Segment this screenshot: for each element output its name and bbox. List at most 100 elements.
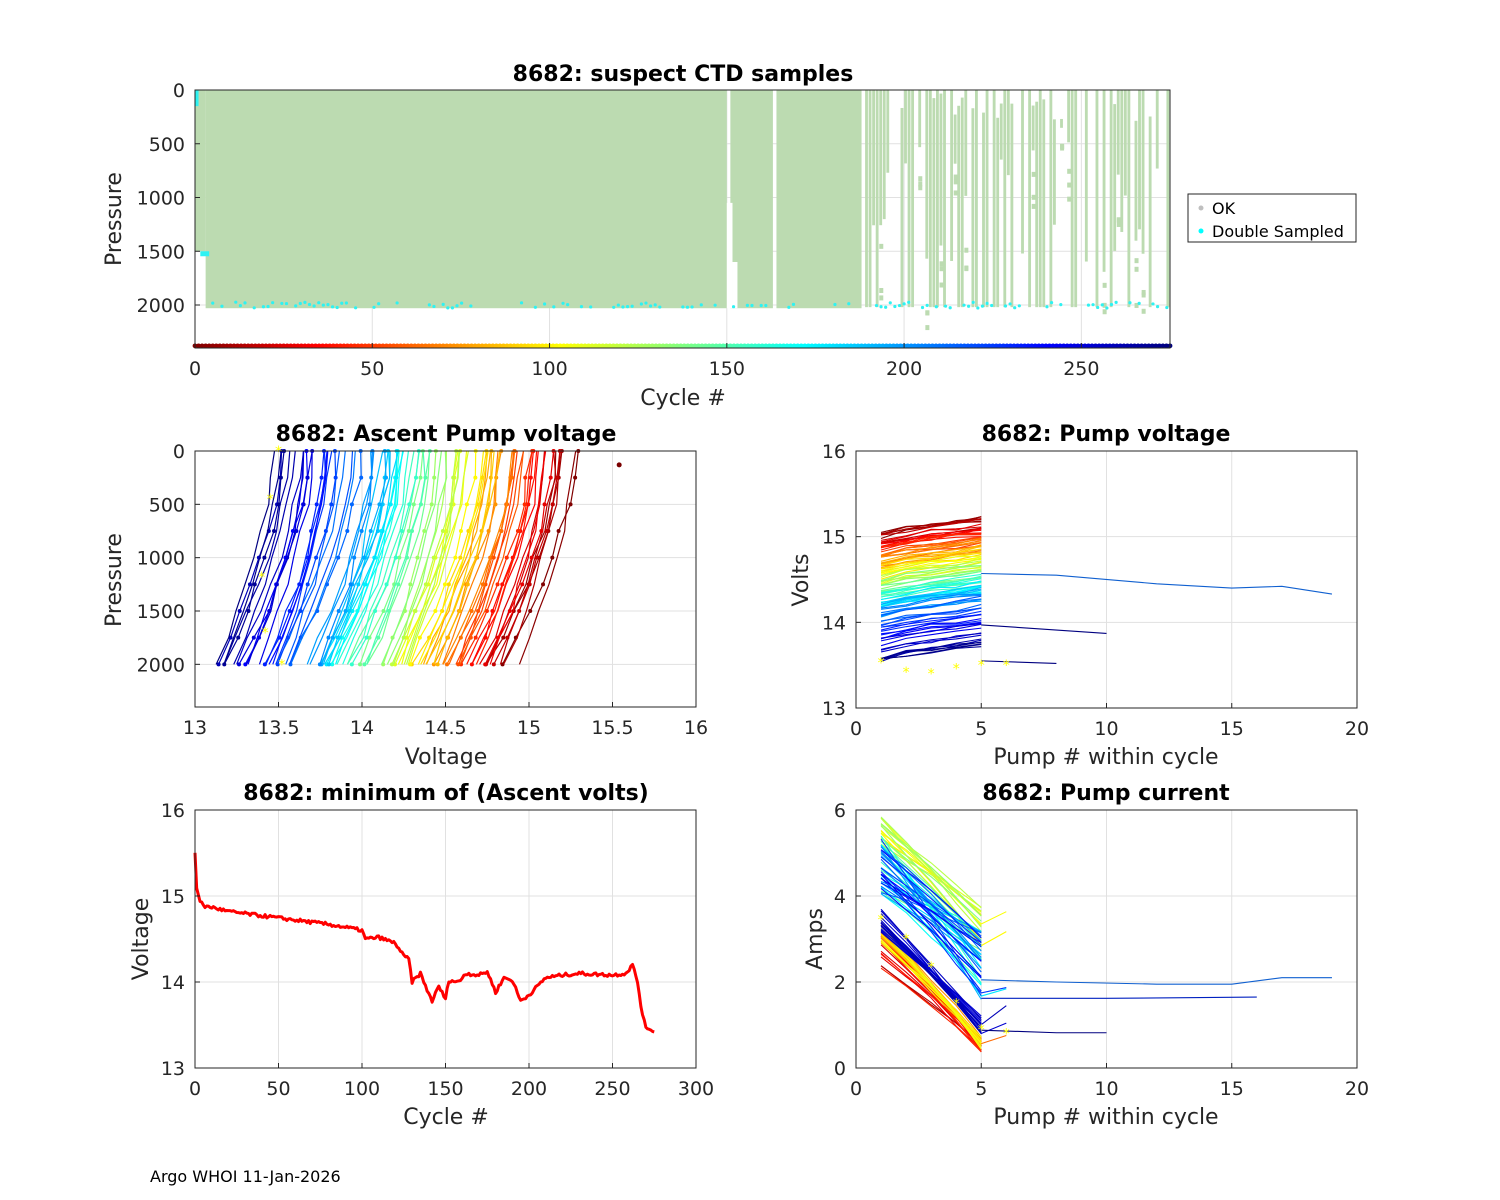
cycle-color-marker (1054, 343, 1059, 349)
ascent-sample-point (396, 582, 401, 587)
pumpc-y-tick-label: 0 (834, 1058, 846, 1080)
ok-sample-dot (1134, 302, 1139, 308)
double-sampled-marker (271, 301, 275, 305)
minv-grid (194, 809, 697, 1069)
cycle-color-marker (720, 343, 726, 349)
cycle-color-marker (579, 343, 584, 349)
cycle-color-marker (1110, 343, 1116, 349)
ascent-sample-point (251, 635, 256, 640)
cycle-color-marker (469, 343, 474, 349)
ascent-sample-point (262, 662, 267, 667)
cycle-color-marker (224, 343, 230, 349)
ok-sample-stripe (1035, 101, 1039, 308)
cycle-color-marker (306, 343, 311, 349)
ascent-cycle-line (405, 450, 461, 665)
cycle-color-marker (504, 343, 510, 349)
ok-sample-stripe (999, 103, 1003, 160)
cycle-color-marker (933, 343, 939, 349)
cycle-color-marker (1160, 343, 1166, 349)
ascent-sample-point (453, 555, 458, 560)
cycle-color-marker (589, 343, 595, 349)
cycle-color-marker (685, 343, 691, 349)
cycle-color-marker (986, 343, 992, 349)
ascent-sample-point (505, 635, 510, 640)
ascent-cycle-line (309, 450, 375, 665)
double-sampled-marker (317, 301, 321, 305)
ok-sample-stripe (1120, 90, 1124, 232)
ascent-cycle-line (215, 450, 276, 665)
ok-sample-stripe (1166, 90, 1170, 308)
ascent-cycle-line (306, 450, 373, 665)
double-sampled-marker (1155, 305, 1160, 309)
ok-sample-dot (1031, 194, 1036, 200)
cycle-color-marker (809, 343, 815, 349)
cycle-color-marker (621, 343, 627, 349)
ascent-cycle-line (366, 450, 426, 665)
cycle-color-marker (345, 343, 350, 349)
cycle-color-marker (816, 343, 822, 349)
cycle-color-marker (823, 343, 829, 349)
pumpc-x-tick-label: 5 (975, 1078, 987, 1100)
cycle-color-marker (915, 343, 921, 349)
ok-sample-stripe (875, 90, 879, 308)
ctd-y-ticks: 0 500 1000 1500 2000 (137, 80, 200, 317)
pumpc-y-label: Amps (803, 908, 828, 970)
ok-sample-stripe (960, 97, 964, 308)
double-sampled-marker (976, 306, 980, 310)
ascent-sample-point (305, 582, 310, 587)
ctd-x-ticks: 0 50 100 150 200 250 (189, 343, 1099, 380)
ascent-sample-point (568, 502, 573, 507)
cycle-color-marker (242, 343, 248, 349)
pump-current-line (880, 877, 1007, 994)
cycle-color-marker (1153, 343, 1159, 349)
double-sampled-marker (234, 300, 238, 304)
ok-sample-stripe (1116, 90, 1120, 175)
cycle-color-marker (710, 343, 716, 349)
pump-voltage-line (880, 621, 982, 640)
cycle-color-marker (529, 343, 535, 349)
ascent-sample-point (373, 609, 378, 613)
ascent-x-tick-label: 14 (350, 717, 374, 739)
pump-voltage-line (880, 536, 982, 553)
double-sampled-marker (1045, 305, 1049, 309)
double-sampled-marker (943, 304, 948, 308)
ascent-x-tick-label: 13.5 (257, 717, 299, 739)
ascent-sample-point (287, 609, 292, 613)
ok-sample-stripe (985, 90, 989, 308)
cycle-color-marker (298, 343, 304, 349)
double-sampled-marker (1114, 300, 1118, 304)
cycle-color-marker (376, 343, 382, 349)
double-sampled-marker (925, 303, 929, 307)
pump-voltage-line (880, 580, 982, 601)
double-sampled-marker (561, 301, 565, 305)
cycle-color-marker (841, 343, 847, 349)
latest-cycle-star-marker: * (903, 665, 910, 681)
ok-sample-stripe (1006, 90, 1010, 176)
cycle-color-marker (813, 343, 818, 349)
ok-sample-stripe (1074, 90, 1078, 308)
double-sampled-marker (658, 305, 662, 309)
ctd-plot-area (192, 90, 1173, 349)
ascent-sample-point (499, 529, 504, 533)
ascent-sample-point (358, 662, 363, 667)
ok-sample-block (205, 90, 727, 309)
cycle-color-marker (1050, 343, 1056, 349)
ascent-sample-point (333, 475, 338, 480)
ascent-sample-point (548, 475, 553, 480)
cycle-color-marker (1096, 343, 1102, 349)
cycle-color-marker (1036, 343, 1042, 349)
legend-double-sampled-label: Double Sampled (1212, 222, 1344, 241)
double-sampled-marker (1059, 303, 1063, 307)
ok-sample-stripe (1049, 90, 1053, 308)
double-sampled-marker (266, 304, 270, 309)
ascent-sample-point (323, 529, 328, 533)
ascent-outlier-point (616, 462, 622, 468)
ctd-legend-box (1187, 193, 1357, 243)
cycle-color-marker (359, 343, 365, 349)
ascent-sample-point (458, 635, 463, 640)
ascent-sample-point (495, 582, 500, 587)
cycle-color-marker (1114, 343, 1120, 349)
cycle-color-marker (479, 343, 485, 349)
double-sampled-marker (644, 301, 648, 305)
ascent-cycle-line (258, 450, 313, 665)
